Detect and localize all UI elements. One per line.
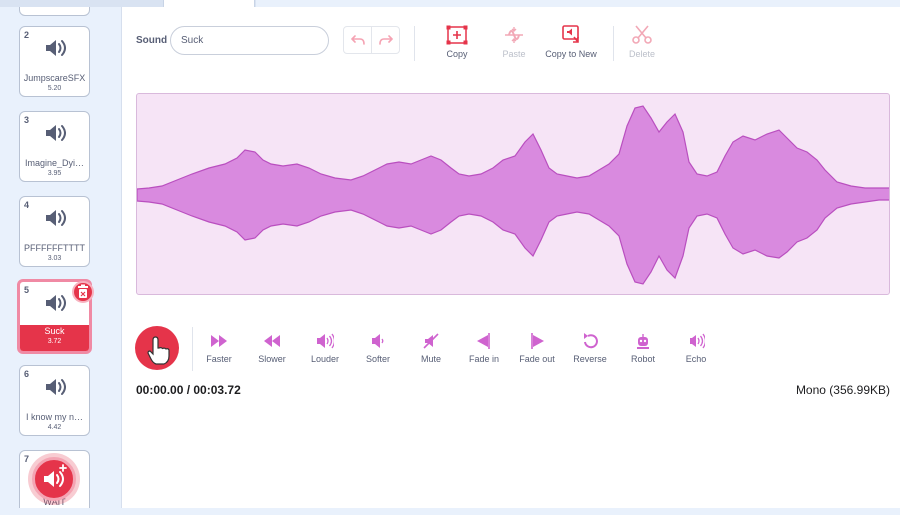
effect-label: Softer (365, 354, 390, 364)
effect-fade-in[interactable]: Fade in (458, 333, 510, 364)
tile-duration: 3.03 (47, 255, 62, 262)
effect-label: Mute (420, 354, 441, 364)
rewind-icon (264, 335, 280, 347)
tile-duration: 3.95 (47, 170, 62, 177)
copy-to-new-icon (562, 25, 579, 43)
tile-name: JumpscareSFX (23, 73, 86, 83)
redo-icon (378, 35, 393, 45)
waveform-area[interactable] (136, 93, 890, 295)
effect-label: Echo (685, 354, 707, 364)
tab-area (256, 0, 900, 7)
hand-pointer-icon (147, 336, 170, 365)
effect-fade-out[interactable]: Fade out (511, 333, 563, 364)
fast-forward-icon (211, 335, 227, 347)
paste-button[interactable]: Paste (479, 25, 549, 59)
speaker-icon (46, 210, 66, 226)
paste-label: Paste (502, 49, 526, 59)
effect-label: Louder (310, 354, 340, 364)
robot-icon (637, 334, 649, 349)
redo-button[interactable] (371, 27, 399, 53)
effect-label: Reverse (573, 354, 607, 364)
paste-icon (505, 27, 523, 43)
tab-sounds[interactable] (163, 0, 255, 7)
effect-slower[interactable]: Slower (246, 333, 298, 364)
volume-up-icon (317, 333, 334, 349)
sound-name-input[interactable] (170, 26, 329, 55)
bottom-strip (0, 508, 900, 515)
copy-icon (446, 25, 468, 45)
undo-icon (350, 35, 365, 45)
sound-name-label: Sound (136, 35, 168, 46)
trash-icon (78, 284, 88, 298)
effect-louder[interactable]: Louder (299, 333, 351, 364)
sound-tile[interactable]: 2 JumpscareSFX 5.20 (19, 26, 90, 97)
tile-selected-footer (20, 325, 89, 351)
add-sound-button[interactable] (32, 457, 76, 501)
effect-label: Slower (258, 354, 286, 364)
fade-out-icon (531, 333, 544, 349)
sound-tile[interactable]: 4 PFFFFFFTTTT 3.03 (19, 196, 90, 267)
play-button[interactable] (135, 326, 179, 370)
effect-label: Fade in (468, 354, 500, 364)
tile-number: 7 (24, 454, 30, 464)
speaker-icon (46, 295, 66, 311)
tile-name: Suck (44, 326, 65, 336)
reverse-icon (584, 333, 598, 349)
tile-number: 2 (24, 30, 30, 40)
tile-duration: 3.72 (47, 338, 62, 345)
delete-label: Delete (628, 49, 655, 59)
echo-icon (690, 333, 705, 349)
tile-number: 5 (24, 285, 30, 295)
toolbar-divider (414, 26, 415, 61)
effect-robot[interactable]: Robot (617, 333, 669, 364)
tile-number: 3 (24, 115, 30, 125)
scissors-icon (632, 25, 652, 44)
undo-button[interactable] (344, 27, 371, 53)
effect-label: Robot (630, 354, 656, 364)
tile-number: 6 (24, 369, 30, 379)
copy-to-new-button[interactable]: Copy to New (536, 25, 606, 59)
toolbar-divider (613, 26, 614, 61)
copy-button[interactable]: Copy (422, 25, 492, 59)
effect-label: Fade out (519, 354, 555, 364)
speaker-icon (46, 40, 66, 56)
effect-label: Faster (206, 354, 232, 364)
tile-name: Imagine_Dyi… (24, 158, 85, 168)
volume-down-icon (372, 334, 384, 348)
waveform (137, 105, 889, 285)
tile-name: PFFFFFFTTTT (24, 243, 85, 253)
sound-tile[interactable]: 6 I know my n… 4.42 (19, 365, 90, 436)
format-info: Mono (356.99KB) (795, 383, 890, 397)
speaker-icon (46, 125, 66, 141)
undo-redo-group (343, 26, 400, 54)
tile-duration: 5.20 (47, 85, 62, 92)
tile-number: 4 (24, 200, 30, 210)
time-readout: 00:00.00 / 00:03.72 (136, 383, 241, 397)
effect-softer[interactable]: Softer (352, 333, 404, 364)
effects-divider (192, 327, 193, 371)
add-sound-icon (44, 464, 67, 487)
effect-mute[interactable]: Mute (405, 333, 457, 364)
effect-echo[interactable]: Echo (670, 333, 722, 364)
sound-list-sidebar[interactable]: 2 JumpscareSFX 5.20 3 Imagine_Dyi… 3.95 … (0, 7, 122, 508)
delete-button[interactable]: Delete (607, 25, 677, 59)
speaker-icon (46, 379, 66, 395)
sound-editor: Sound Copy Paste Copy to New Delete (122, 7, 900, 508)
delete-sound-button[interactable] (72, 281, 94, 303)
sound-tile[interactable]: 3 Imagine_Dyi… 3.95 (19, 111, 90, 182)
sound-tile-partial[interactable] (19, 7, 90, 16)
tile-name: I know my n… (25, 412, 83, 422)
tab-strip (0, 0, 900, 7)
copy-label: Copy (446, 49, 468, 59)
copy-to-new-label: Copy to New (545, 49, 597, 59)
effect-faster[interactable]: Faster (193, 333, 245, 364)
tile-duration: 4.42 (47, 424, 62, 431)
mute-icon (423, 333, 439, 349)
fade-in-icon (477, 333, 490, 349)
effect-reverse[interactable]: Reverse (564, 333, 616, 364)
